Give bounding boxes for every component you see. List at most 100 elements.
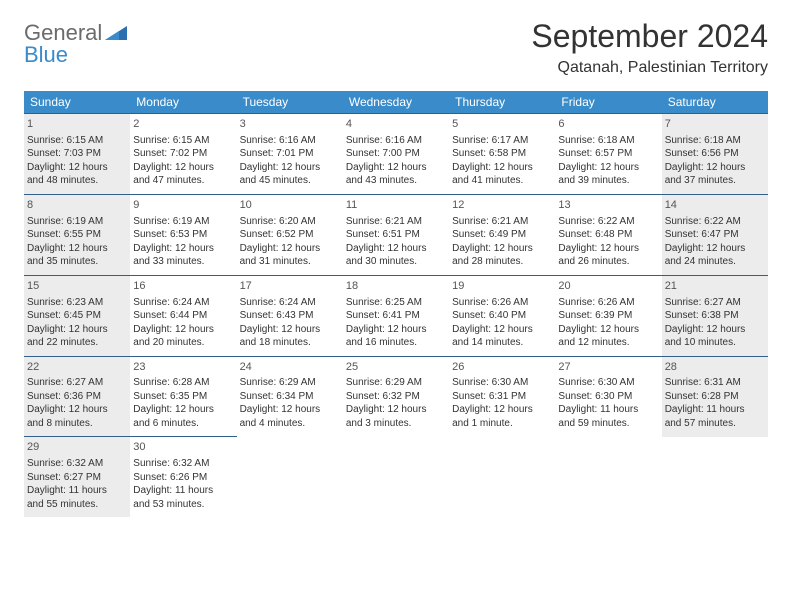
day-cell: 21Sunrise: 6:27 AMSunset: 6:38 PMDayligh…	[662, 275, 768, 356]
day-sunset: Sunset: 7:02 PM	[133, 147, 233, 161]
day-sunset: Sunset: 6:30 PM	[558, 390, 658, 404]
day-cell: 27Sunrise: 6:30 AMSunset: 6:30 PMDayligh…	[555, 356, 661, 437]
day-cell: 16Sunrise: 6:24 AMSunset: 6:44 PMDayligh…	[130, 275, 236, 356]
day-sunset: Sunset: 6:53 PM	[133, 228, 233, 242]
day-daylight2: and 28 minutes.	[452, 255, 552, 269]
day-daylight1: Daylight: 12 hours	[240, 161, 340, 175]
day-daylight2: and 16 minutes.	[346, 336, 446, 350]
day-daylight2: and 18 minutes.	[240, 336, 340, 350]
day-cell: 8Sunrise: 6:19 AMSunset: 6:55 PMDaylight…	[24, 194, 130, 275]
day-cell: 22Sunrise: 6:27 AMSunset: 6:36 PMDayligh…	[24, 356, 130, 437]
day-cell: 19Sunrise: 6:26 AMSunset: 6:40 PMDayligh…	[449, 275, 555, 356]
month-title: September 2024	[531, 18, 768, 55]
day-number: 10	[240, 198, 340, 213]
day-number: 23	[133, 360, 233, 375]
day-cell: 17Sunrise: 6:24 AMSunset: 6:43 PMDayligh…	[237, 275, 343, 356]
day-sunrise: Sunrise: 6:27 AM	[27, 376, 127, 390]
day-daylight1: Daylight: 12 hours	[665, 323, 765, 337]
day-daylight2: and 41 minutes.	[452, 174, 552, 188]
day-daylight2: and 35 minutes.	[27, 255, 127, 269]
day-number: 9	[133, 198, 233, 213]
day-number: 27	[558, 360, 658, 375]
day-sunset: Sunset: 6:28 PM	[665, 390, 765, 404]
day-number: 2	[133, 117, 233, 132]
day-number: 14	[665, 198, 765, 213]
day-sunrise: Sunrise: 6:30 AM	[452, 376, 552, 390]
day-header-thu: Thursday	[449, 91, 555, 114]
day-sunset: Sunset: 6:58 PM	[452, 147, 552, 161]
day-number: 18	[346, 279, 446, 294]
day-sunrise: Sunrise: 6:21 AM	[346, 215, 446, 229]
day-daylight2: and 6 minutes.	[133, 417, 233, 431]
day-sunrise: Sunrise: 6:18 AM	[558, 134, 658, 148]
day-number: 1	[27, 117, 127, 132]
calendar-table: Sunday Monday Tuesday Wednesday Thursday…	[24, 91, 768, 517]
day-daylight1: Daylight: 12 hours	[452, 161, 552, 175]
day-sunset: Sunset: 6:51 PM	[346, 228, 446, 242]
day-sunset: Sunset: 7:01 PM	[240, 147, 340, 161]
day-sunset: Sunset: 6:38 PM	[665, 309, 765, 323]
day-daylight1: Daylight: 11 hours	[558, 403, 658, 417]
day-daylight2: and 33 minutes.	[133, 255, 233, 269]
day-number: 3	[240, 117, 340, 132]
day-sunrise: Sunrise: 6:31 AM	[665, 376, 765, 390]
day-daylight1: Daylight: 12 hours	[240, 403, 340, 417]
day-daylight1: Daylight: 11 hours	[133, 484, 233, 498]
day-daylight1: Daylight: 12 hours	[133, 242, 233, 256]
day-daylight1: Daylight: 12 hours	[240, 242, 340, 256]
day-sunrise: Sunrise: 6:24 AM	[133, 296, 233, 310]
location: Qatanah, Palestinian Territory	[531, 59, 768, 77]
day-cell: 14Sunrise: 6:22 AMSunset: 6:47 PMDayligh…	[662, 194, 768, 275]
title-block: September 2024 Qatanah, Palestinian Terr…	[531, 18, 768, 77]
day-sunset: Sunset: 6:35 PM	[133, 390, 233, 404]
day-cell: 24Sunrise: 6:29 AMSunset: 6:34 PMDayligh…	[237, 356, 343, 437]
day-sunset: Sunset: 6:48 PM	[558, 228, 658, 242]
day-daylight1: Daylight: 12 hours	[346, 242, 446, 256]
day-number: 5	[452, 117, 552, 132]
logo-triangle-icon	[105, 22, 127, 44]
day-daylight2: and 37 minutes.	[665, 174, 765, 188]
day-daylight1: Daylight: 12 hours	[240, 323, 340, 337]
day-cell: 30Sunrise: 6:32 AMSunset: 6:26 PMDayligh…	[130, 437, 236, 517]
day-cell	[662, 437, 768, 517]
day-sunrise: Sunrise: 6:18 AM	[665, 134, 765, 148]
day-daylight2: and 12 minutes.	[558, 336, 658, 350]
day-header-row: Sunday Monday Tuesday Wednesday Thursday…	[24, 91, 768, 114]
week-row: 29Sunrise: 6:32 AMSunset: 6:27 PMDayligh…	[24, 437, 768, 517]
day-sunrise: Sunrise: 6:32 AM	[133, 457, 233, 471]
day-daylight2: and 1 minute.	[452, 417, 552, 431]
day-daylight1: Daylight: 12 hours	[346, 161, 446, 175]
day-daylight1: Daylight: 12 hours	[452, 323, 552, 337]
day-sunset: Sunset: 7:00 PM	[346, 147, 446, 161]
day-sunrise: Sunrise: 6:22 AM	[665, 215, 765, 229]
day-number: 22	[27, 360, 127, 375]
day-daylight2: and 3 minutes.	[346, 417, 446, 431]
day-sunrise: Sunrise: 6:19 AM	[133, 215, 233, 229]
day-daylight2: and 55 minutes.	[27, 498, 127, 512]
day-header-sun: Sunday	[24, 91, 130, 114]
day-daylight2: and 24 minutes.	[665, 255, 765, 269]
day-sunset: Sunset: 6:31 PM	[452, 390, 552, 404]
day-cell: 28Sunrise: 6:31 AMSunset: 6:28 PMDayligh…	[662, 356, 768, 437]
day-sunrise: Sunrise: 6:15 AM	[133, 134, 233, 148]
day-daylight1: Daylight: 12 hours	[452, 242, 552, 256]
day-sunset: Sunset: 6:56 PM	[665, 147, 765, 161]
day-daylight2: and 45 minutes.	[240, 174, 340, 188]
day-sunrise: Sunrise: 6:26 AM	[452, 296, 552, 310]
day-number: 21	[665, 279, 765, 294]
day-sunrise: Sunrise: 6:19 AM	[27, 215, 127, 229]
day-number: 7	[665, 117, 765, 132]
day-cell: 6Sunrise: 6:18 AMSunset: 6:57 PMDaylight…	[555, 114, 661, 195]
day-cell: 1Sunrise: 6:15 AMSunset: 7:03 PMDaylight…	[24, 114, 130, 195]
day-sunset: Sunset: 6:34 PM	[240, 390, 340, 404]
day-cell: 2Sunrise: 6:15 AMSunset: 7:02 PMDaylight…	[130, 114, 236, 195]
day-daylight1: Daylight: 11 hours	[27, 484, 127, 498]
day-daylight1: Daylight: 12 hours	[558, 161, 658, 175]
day-daylight1: Daylight: 12 hours	[558, 242, 658, 256]
day-number: 13	[558, 198, 658, 213]
day-cell: 12Sunrise: 6:21 AMSunset: 6:49 PMDayligh…	[449, 194, 555, 275]
day-cell	[237, 437, 343, 517]
day-daylight1: Daylight: 12 hours	[452, 403, 552, 417]
day-sunset: Sunset: 7:03 PM	[27, 147, 127, 161]
day-sunset: Sunset: 6:27 PM	[27, 471, 127, 485]
